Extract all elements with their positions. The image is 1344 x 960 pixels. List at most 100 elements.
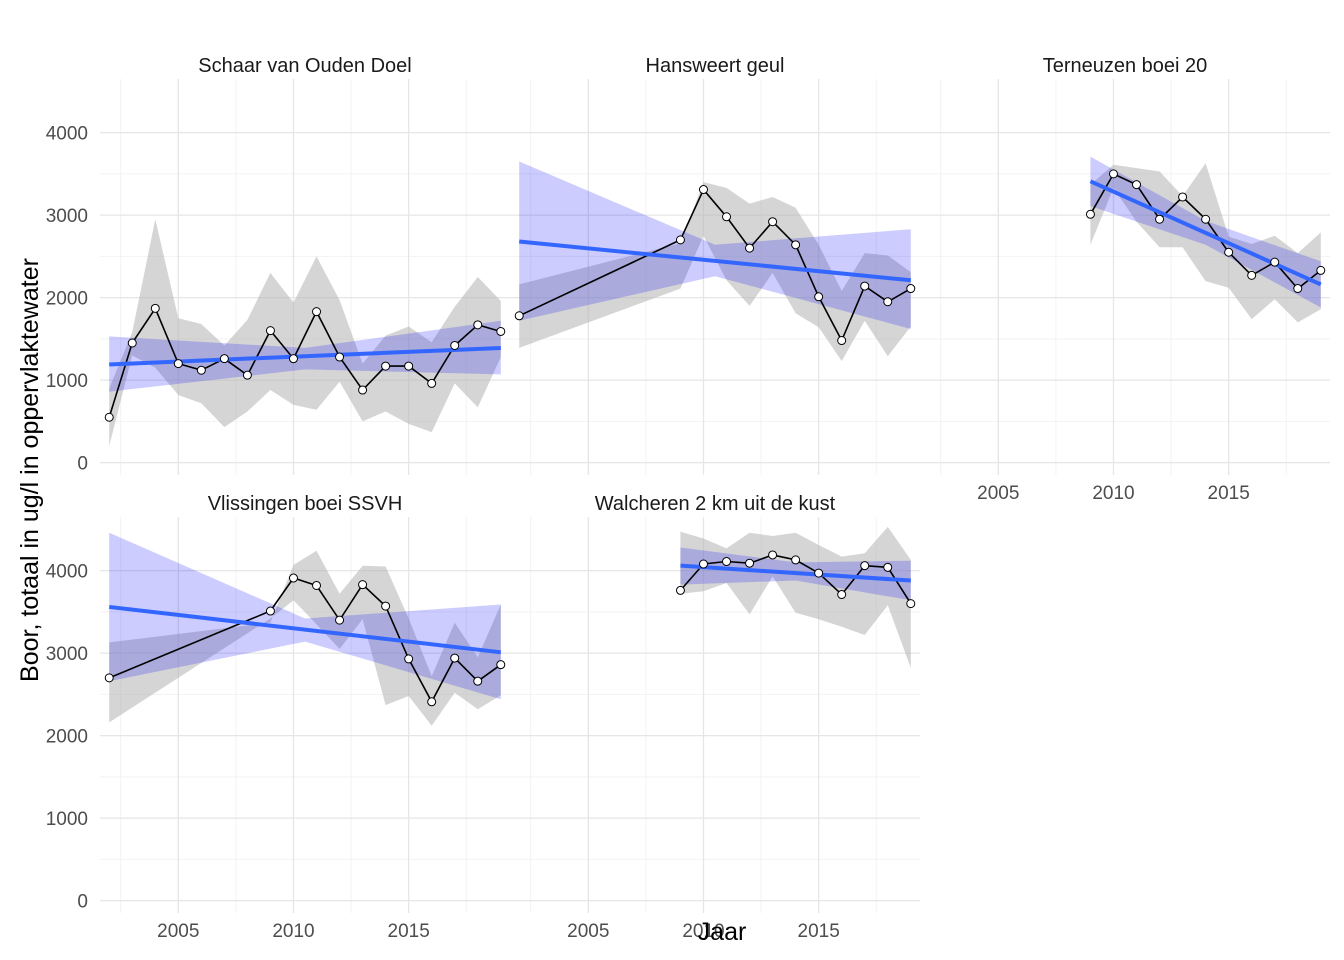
data-point	[312, 580, 322, 590]
data-point	[1155, 214, 1165, 224]
data-point	[883, 562, 893, 572]
data-point	[358, 580, 368, 590]
y-tick-label: 0	[77, 454, 88, 475]
panel-title: Terneuzen boei 20	[1043, 55, 1208, 77]
data-point	[427, 378, 437, 388]
range-band	[109, 550, 501, 726]
data-point	[404, 654, 414, 664]
data-point	[496, 660, 506, 670]
data-point	[358, 385, 368, 395]
data-point	[768, 217, 778, 227]
panels-layer: Schaar van Ouden Doel 0 1000 2000 3000 4000 Ha…	[46, 55, 1330, 942]
data-point	[883, 297, 893, 307]
x-tick-label: 2005	[567, 921, 609, 942]
panel-5: Walcheren 2 km uit de kust 2005 2010 2015	[510, 493, 920, 942]
data-point	[450, 653, 460, 663]
range-band	[519, 182, 911, 362]
data-point	[1316, 265, 1326, 275]
trend-line	[108, 604, 502, 655]
data-point	[1270, 257, 1280, 267]
y-tick-label: 2000	[46, 727, 88, 748]
x-tick-label: 2010	[1092, 483, 1134, 504]
trend-line	[519, 239, 911, 283]
data-point	[335, 352, 345, 362]
data-point	[196, 365, 206, 375]
data-point	[675, 235, 685, 245]
panel-3: Terneuzen boei 20 2005 2010 2015	[920, 55, 1330, 504]
panel-title: Vlissingen boei SSVH	[208, 493, 403, 515]
x-tick-label: 2015	[798, 921, 840, 942]
data-point	[837, 590, 847, 600]
data-point	[104, 412, 114, 422]
data-point	[242, 370, 252, 380]
y-tick-label: 1000	[46, 371, 88, 392]
data-point	[127, 338, 137, 348]
x-tick-label: 2005	[977, 483, 1019, 504]
data-point	[768, 550, 778, 560]
y-tick-label: 3000	[46, 206, 88, 227]
data-point	[335, 615, 345, 625]
trend-line	[1089, 179, 1322, 287]
data-point	[381, 601, 391, 611]
data-point	[288, 573, 298, 583]
data-point	[675, 585, 685, 595]
data-point	[722, 212, 732, 222]
panel-2: Hansweert geul	[510, 55, 920, 475]
data-point	[312, 307, 322, 317]
data-point	[514, 311, 524, 321]
data-point	[219, 354, 229, 364]
range-band	[109, 219, 501, 447]
panel-title: Schaar van Ouden Doel	[198, 55, 411, 77]
data-point	[791, 240, 801, 250]
data-point	[860, 281, 870, 291]
data-point	[288, 354, 298, 364]
data-point	[1293, 284, 1303, 294]
data-point	[745, 243, 755, 253]
x-tick-label: 2010	[682, 921, 724, 942]
x-tick-label: 2015	[388, 921, 430, 942]
data-point	[906, 599, 916, 609]
panel-data	[104, 532, 506, 726]
y-tick-label: 4000	[46, 124, 88, 145]
y-tick-label: 1000	[46, 809, 88, 830]
series-line	[518, 188, 912, 343]
y-tick-label: 2000	[46, 289, 88, 310]
panel-title: Walcheren 2 km uit de kust	[595, 493, 836, 515]
data-point	[1224, 247, 1234, 257]
data-point	[745, 558, 755, 568]
data-point	[427, 697, 437, 707]
trend-line	[680, 563, 911, 583]
data-point	[698, 559, 708, 569]
data-point	[473, 320, 483, 330]
x-axis-title: Jaar	[698, 918, 747, 946]
x-tick-label: 2005	[157, 921, 199, 942]
x-tick-label: 2010	[272, 921, 314, 942]
data-point	[1108, 169, 1118, 179]
data-point	[860, 561, 870, 571]
panel-title: Hansweert geul	[646, 55, 785, 77]
trend-confidence-band	[109, 532, 501, 700]
trend-confidence-band	[519, 161, 911, 329]
data-point	[698, 185, 708, 195]
data-point	[1132, 180, 1142, 190]
panel-1: Schaar van Ouden Doel 0 1000 2000 3000 4000	[46, 55, 510, 475]
y-tick-label: 3000	[46, 644, 88, 665]
panel-data	[675, 526, 916, 668]
data-point	[1085, 209, 1095, 219]
series-line	[108, 577, 502, 704]
data-point	[814, 568, 824, 578]
data-point	[722, 557, 732, 567]
data-point	[496, 326, 506, 336]
data-point	[837, 336, 847, 346]
series-line	[108, 306, 502, 418]
panel-data	[1085, 156, 1326, 323]
y-tick-label: 4000	[46, 562, 88, 583]
data-point	[1178, 192, 1188, 202]
data-point	[173, 359, 183, 369]
panel-4: Vlissingen boei SSVH 0 1000 2000 3000 4000 200…	[46, 493, 510, 942]
data-point	[1201, 214, 1211, 224]
data-point	[265, 326, 275, 336]
data-point	[906, 284, 916, 294]
data-point	[104, 673, 114, 683]
